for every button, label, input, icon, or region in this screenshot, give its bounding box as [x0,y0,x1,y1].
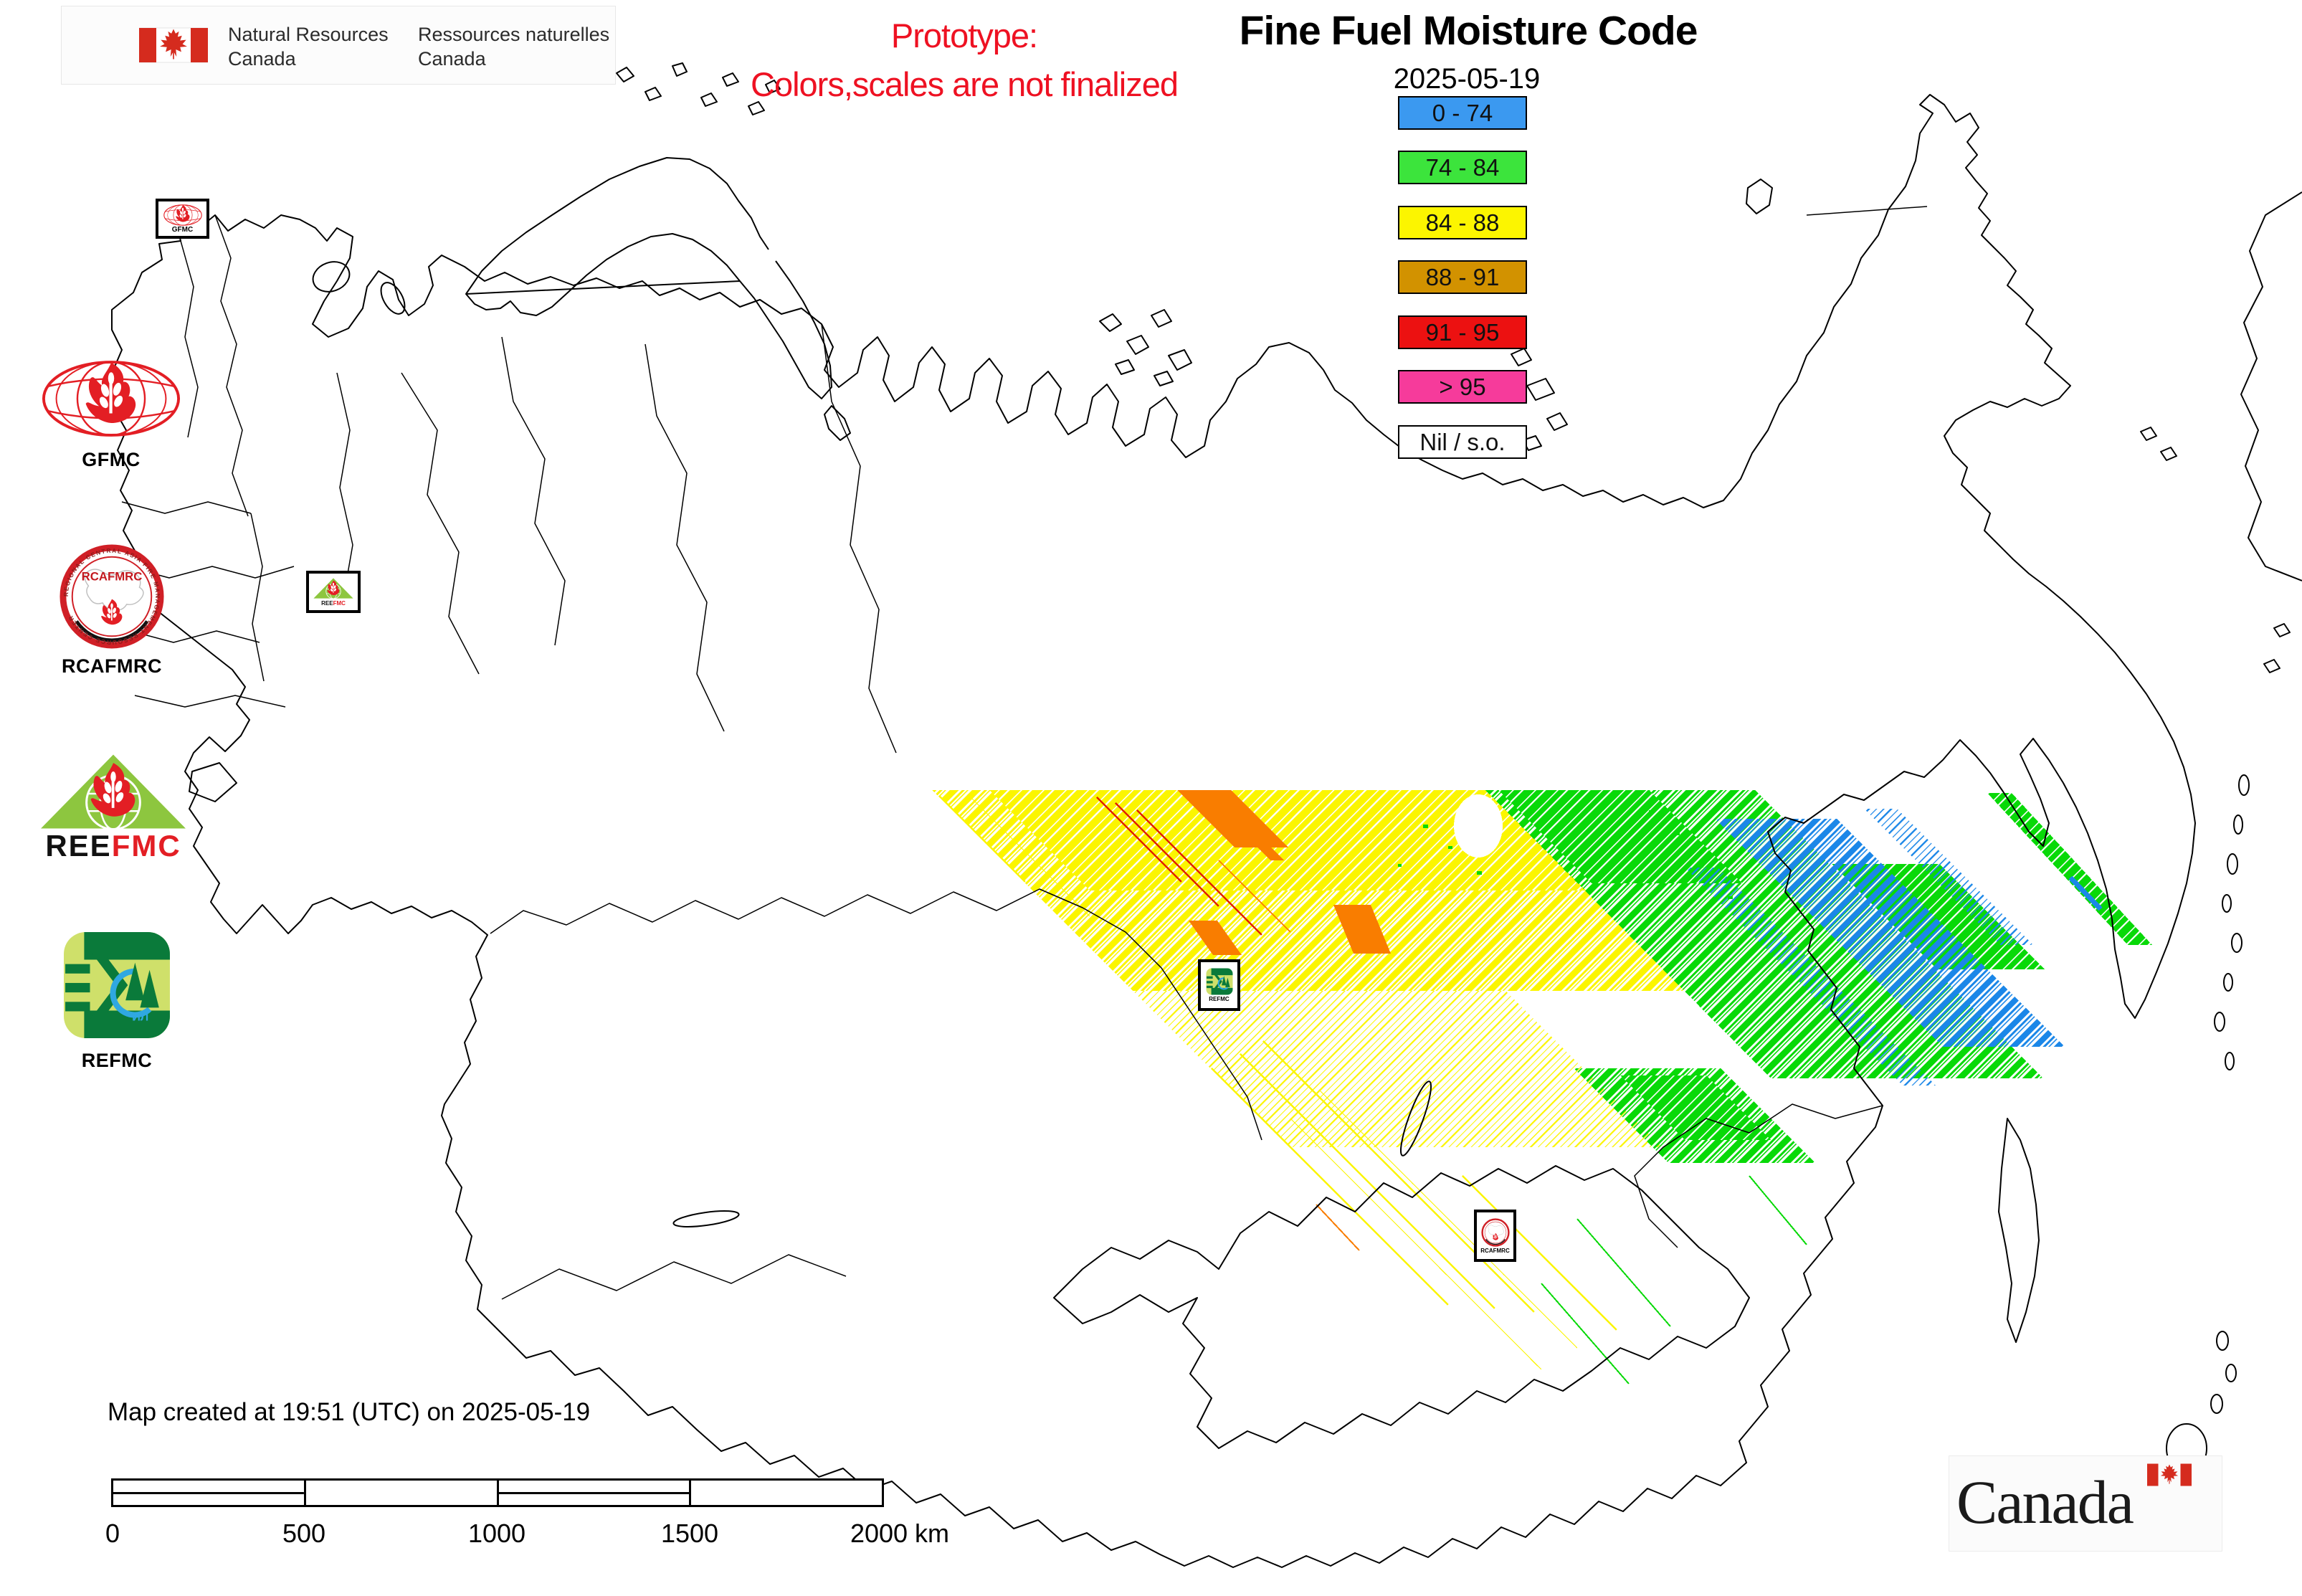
reefmc-logo-icon [37,751,189,832]
ffmc-data-swaths [932,790,2152,1384]
legend-item: 84 - 88 [1398,206,1527,239]
canada-wordmark: Canada [1949,1455,2222,1552]
scale-tick-label: 1000 [467,1519,526,1548]
legend-item-label: Nil / s.o. [1419,428,1506,455]
legend-item-label: 84 - 88 [1425,209,1500,236]
prototype-note-line2: Colors,scales are not finalized [751,65,1179,103]
rcafmrc-logo-label: RCAFMRC [62,655,162,677]
scale-bar-segment [113,1481,304,1505]
refmc-logo-label: REFMC [81,1050,153,1071]
canada-flag-icon [139,27,208,63]
map-marker-reefmc: REEFMC [306,571,361,613]
scale-tick-label: 1500 [660,1519,719,1548]
legend-item-label: 88 - 91 [1425,263,1500,290]
svg-text:RCAFMRC: RCAFMRC [82,569,143,583]
coastline-layer [111,62,2302,1568]
map-created-text: Map created at 19:51 (UTC) on 2025-05-19 [108,1398,591,1426]
nrcan-name-en: Natural Resources Canada [228,24,389,70]
map-date: 2025-05-19 [1393,63,1541,95]
scale-tick-label: 500 [282,1519,326,1548]
legend-item-label: 91 - 95 [1425,318,1500,346]
prototype-note-line1: Prototype: [890,16,1038,54]
page-title: Fine Fuel Moisture Code [1239,8,1698,54]
nrcan-signature: Natural Resources Canada Ressources natur… [61,6,616,85]
legend-item: > 95 [1398,370,1527,404]
legend-item-label: 74 - 84 [1425,153,1500,181]
map-marker-rcafmrc: RCAFMRC [1474,1210,1516,1262]
scale-bar [111,1478,884,1507]
map-marker-refmc: REFMC [1198,959,1240,1011]
scale-bar-labels: 0 500 1000 1500 2000 km [105,1519,971,1552]
legend-item: 91 - 95 [1398,315,1527,349]
map-marker-label: REFMC [1209,996,1230,1002]
legend-item: 0 - 74 [1398,96,1527,130]
gfmc-logo-label: GFMC [82,449,141,470]
reefmc-logo-wordmark: REEFMC [45,829,181,863]
map-marker-label: RCAFMRC [1480,1247,1510,1254]
legend-item: 88 - 91 [1398,260,1527,294]
map-marker-label: REEFMC [321,600,346,607]
refmc-logo-icon: ИЛ [61,931,173,1040]
refmc-marker-icon [1205,968,1233,995]
scale-tick-label: 2000 km [850,1519,950,1548]
nrcan-name-fr: Ressources naturelles Canada [418,24,610,70]
rcafmrc-logo-icon: REGIONAL CENTRAL ASIA FIRE MANAGEMENT RE… [59,543,165,650]
scale-tick-label: 0 [105,1519,120,1548]
gfmc-logo-icon [41,358,181,439]
scale-bar-segment [496,1481,690,1505]
legend-item-label: 0 - 74 [1432,99,1493,126]
legend-item-label: > 95 [1439,373,1486,400]
rcafmrc-marker-icon [1481,1218,1510,1247]
legend-item: Nil / s.o. [1398,425,1527,459]
scale-bar-segment [303,1481,497,1505]
reefmc-marker-icon [313,577,354,599]
canada-wordmark-flag-icon [2147,1463,2192,1486]
gfmc-marker-icon [163,204,203,226]
interior-borders [121,206,1928,1300]
map-marker-label: GFMC [171,225,194,234]
scale-bar-segment [689,1481,882,1505]
legend-item: 74 - 84 [1398,151,1527,184]
map-marker-gfmc: GFMC [156,199,209,239]
svg-text:ИЛ: ИЛ [132,1011,148,1024]
canada-wordmark-text: Canada [1956,1468,2134,1536]
